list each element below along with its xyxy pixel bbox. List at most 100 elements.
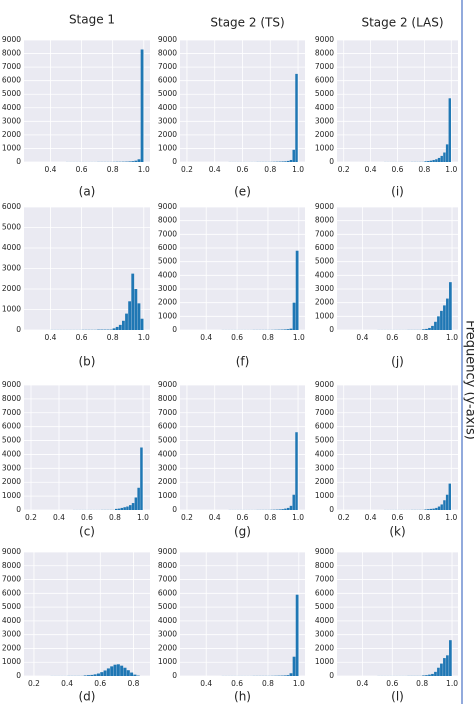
x-tick-label: 1.0 [293, 679, 305, 688]
x-tick-label: 0.8 [264, 513, 276, 522]
x-tick-label: 0.2 [181, 513, 193, 522]
y-tick-label: 3000 [158, 463, 177, 472]
y-tick-label: 1000 [158, 491, 177, 500]
x-tick-label: 0.6 [94, 679, 106, 688]
bars [384, 98, 451, 162]
y-tick-label: 7000 [315, 62, 334, 71]
y-tick-label: 0 [329, 157, 334, 166]
y-tick-label: 6000 [158, 422, 177, 431]
y-tick-label: 2000 [2, 477, 21, 486]
y-tick-label: 2000 [315, 298, 334, 307]
bar [130, 672, 134, 676]
bar [434, 321, 437, 330]
bar [295, 594, 299, 676]
x-tick-label: 0.6 [392, 165, 404, 174]
bar [113, 664, 117, 676]
bar [428, 327, 431, 330]
x-tick-label: 0.4 [44, 333, 56, 342]
x-tick-label: 0.8 [107, 165, 119, 174]
x-tick-label: 0.4 [209, 513, 221, 522]
y-tick-label: 5000 [2, 89, 21, 98]
x-tick-label: 0.6 [392, 513, 404, 522]
x-tick-label: 0.4 [53, 513, 65, 522]
caption: (i) [391, 185, 404, 199]
y-tick-label: 4000 [2, 243, 21, 252]
bar [445, 494, 449, 510]
caption: (e) [234, 185, 251, 199]
y-tick-label: 4000 [158, 103, 177, 112]
x-tick-label: 0.6 [231, 679, 243, 688]
y-tick-label: 0 [16, 157, 21, 166]
x-tick-label: 0.8 [109, 513, 121, 522]
y-tick-label: 2000 [158, 477, 177, 486]
y-tick-label: 7000 [315, 575, 334, 584]
bars [377, 282, 452, 330]
y-tick-label: 1000 [2, 491, 21, 500]
x-tick-label: 1.0 [292, 513, 304, 522]
y-tick-label: 9000 [158, 202, 177, 211]
bar [120, 665, 124, 676]
y-tick-label: 1000 [315, 311, 334, 320]
x-tick-label: 0.6 [386, 333, 398, 342]
caption: (c) [79, 525, 95, 539]
column-title: Stage 2 (LAS) [361, 16, 443, 30]
x-tick-label: 0.8 [264, 165, 276, 174]
bar [443, 152, 446, 162]
bar [286, 329, 290, 330]
x-tick-label: 1.0 [446, 333, 458, 342]
y-tick-label: 1000 [2, 657, 21, 666]
bar [96, 673, 100, 676]
bars [377, 640, 452, 676]
bar [140, 318, 144, 330]
bar [128, 161, 132, 162]
bar [112, 328, 116, 330]
bar [126, 670, 130, 676]
y-tick-label: 5000 [158, 436, 177, 445]
y-tick-label: 3000 [158, 630, 177, 639]
bar [283, 329, 287, 330]
bar [110, 666, 114, 676]
y-tick-label: 7000 [315, 408, 334, 417]
bar [289, 673, 293, 676]
y-tick-label: 8000 [315, 49, 334, 58]
y-tick-label: 0 [329, 505, 334, 514]
bar [427, 161, 430, 162]
y-tick-label: 6000 [315, 422, 334, 431]
x-tick-label: 0.6 [386, 679, 398, 688]
bar [278, 509, 282, 510]
y-tick-label: 6000 [2, 76, 21, 85]
y-tick-label: 2000 [158, 298, 177, 307]
bars [66, 49, 144, 162]
y-tick-label: 5000 [2, 436, 21, 445]
y-tick-label: 7000 [158, 575, 177, 584]
y-tick-label: 8000 [2, 49, 21, 58]
bar [123, 507, 126, 510]
bar [87, 675, 91, 676]
x-tick-label: 1.0 [138, 333, 150, 342]
caption: (a) [79, 185, 96, 199]
bar [449, 282, 452, 330]
bar [283, 675, 287, 676]
y-tick-label: 6000 [158, 243, 177, 252]
bar [134, 160, 138, 162]
x-tick-label: 0.6 [76, 333, 88, 342]
y-tick-label: 2000 [2, 284, 21, 293]
y-tick-label: 2000 [158, 130, 177, 139]
column-title: Stage 1 [69, 13, 115, 27]
bar [131, 161, 135, 162]
bars [50, 273, 144, 330]
bar [129, 505, 132, 510]
y-tick-label: 2000 [2, 130, 21, 139]
y-tick-label: 8000 [158, 561, 177, 570]
bars [228, 432, 298, 510]
bar [115, 508, 118, 510]
bar [443, 658, 446, 676]
bar [431, 325, 434, 330]
y-tick-label: 9000 [315, 547, 334, 556]
x-tick-label: 0.8 [416, 333, 428, 342]
y-tick-label: 0 [172, 671, 177, 680]
y-tick-label: 7000 [2, 575, 21, 584]
bar [422, 329, 425, 330]
bar [286, 675, 290, 676]
bar [292, 656, 296, 676]
